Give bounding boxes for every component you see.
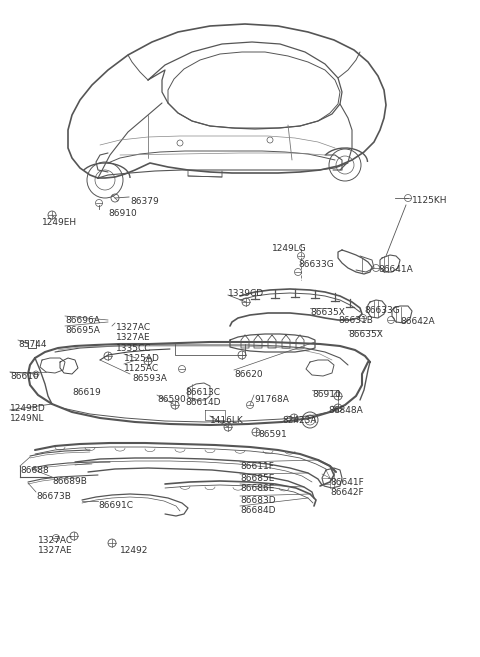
Text: 86631B: 86631B	[338, 316, 373, 325]
Text: 1125AD: 1125AD	[124, 354, 160, 363]
Text: 86611F: 86611F	[240, 462, 274, 471]
Text: 85744: 85744	[18, 340, 47, 349]
Text: 86633G: 86633G	[298, 260, 334, 269]
Text: 86619: 86619	[72, 388, 101, 397]
Text: 1339CD: 1339CD	[228, 289, 264, 298]
Text: 86590: 86590	[157, 395, 186, 404]
Text: 86641F: 86641F	[330, 478, 364, 487]
Text: 82423A: 82423A	[282, 416, 316, 425]
Text: 1125AC: 1125AC	[124, 364, 159, 373]
Text: 86642F: 86642F	[330, 488, 364, 497]
Text: 86686E: 86686E	[240, 484, 275, 493]
Text: 86695A: 86695A	[65, 326, 100, 335]
Text: 86673B: 86673B	[36, 492, 71, 501]
Text: 1249NL: 1249NL	[10, 414, 45, 423]
Text: 86910: 86910	[312, 390, 341, 399]
Text: 86614D: 86614D	[185, 398, 220, 407]
Text: 86910: 86910	[108, 209, 137, 218]
Text: 1327AE: 1327AE	[38, 546, 72, 555]
Text: 1249LG: 1249LG	[272, 244, 307, 253]
Text: 86635X: 86635X	[310, 308, 345, 317]
Text: 86635X: 86635X	[348, 330, 383, 339]
Text: 86610: 86610	[10, 372, 39, 381]
Text: 1327AC: 1327AC	[38, 536, 73, 545]
Text: 12492: 12492	[120, 546, 148, 555]
Text: 86641A: 86641A	[378, 265, 413, 274]
Text: 86848A: 86848A	[328, 406, 363, 415]
Text: 1249EH: 1249EH	[42, 218, 77, 227]
Text: 86593A: 86593A	[132, 374, 167, 383]
Text: 1249BD: 1249BD	[10, 404, 46, 413]
Text: 86688: 86688	[20, 466, 49, 475]
Text: 1335CC: 1335CC	[116, 344, 152, 353]
Text: 86684D: 86684D	[240, 506, 276, 515]
Text: 1327AC: 1327AC	[116, 323, 151, 332]
Text: 1416LK: 1416LK	[210, 416, 244, 425]
Text: 91768A: 91768A	[254, 395, 289, 404]
Text: 86696A: 86696A	[65, 316, 100, 325]
Text: 86613C: 86613C	[185, 388, 220, 397]
Text: 86685E: 86685E	[240, 474, 275, 483]
Text: 1327AE: 1327AE	[116, 333, 151, 342]
Text: 86689B: 86689B	[52, 477, 87, 486]
Text: 86591: 86591	[258, 430, 287, 439]
Text: 86642A: 86642A	[400, 317, 434, 326]
Text: 86620: 86620	[234, 370, 263, 379]
Text: 86633G: 86633G	[364, 306, 400, 315]
Text: 86683D: 86683D	[240, 496, 276, 505]
Text: 1125KH: 1125KH	[412, 196, 447, 205]
Text: 86379: 86379	[130, 197, 159, 206]
Text: 86691C: 86691C	[98, 501, 133, 510]
